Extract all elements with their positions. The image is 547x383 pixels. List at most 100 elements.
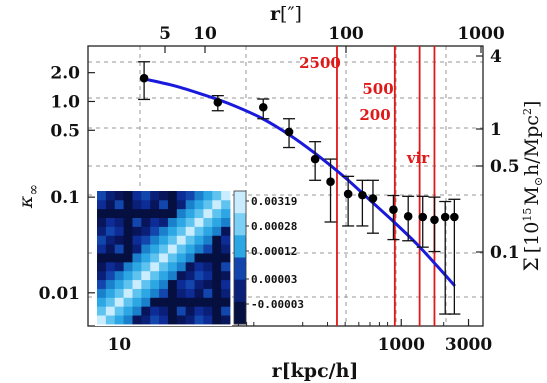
top-tick-label: 5 xyxy=(159,24,171,44)
heatmap-cell xyxy=(97,199,107,210)
heatmap-cell xyxy=(221,235,231,245)
heatmap-cell xyxy=(194,191,204,201)
heatmap-cell xyxy=(123,288,133,298)
heatmap-cell xyxy=(203,288,213,298)
heatmap-cell xyxy=(212,306,222,316)
heatmap-cell xyxy=(159,217,169,227)
heatmap-cell xyxy=(176,217,187,227)
heatmap-cell xyxy=(141,253,151,263)
heatmap-cell xyxy=(123,235,133,245)
heatmap-cell xyxy=(221,191,231,201)
heatmap-cell xyxy=(176,288,187,298)
heatmap-cell xyxy=(159,191,169,201)
heatmap-cell xyxy=(176,261,187,272)
heatmap-cell xyxy=(150,297,160,307)
heatmap-cell xyxy=(114,288,124,298)
heatmap-cell xyxy=(150,226,160,236)
data-point xyxy=(343,189,353,199)
colorbar-segment xyxy=(234,301,246,325)
heatmap-cell xyxy=(105,244,116,254)
heatmap-cell xyxy=(221,208,231,218)
heatmap-cell xyxy=(221,226,231,236)
heatmap-cell xyxy=(212,297,222,307)
heatmap-cell xyxy=(97,217,107,227)
heatmap-cell xyxy=(203,279,213,289)
heatmap-cell xyxy=(105,279,116,289)
heatmap-cell xyxy=(97,315,107,325)
heatmap-cell xyxy=(97,226,107,236)
heatmap-cell xyxy=(97,191,107,201)
heatmap-cell xyxy=(221,288,231,298)
heatmap-cell xyxy=(194,297,204,307)
colorbar-segment xyxy=(234,191,246,214)
heatmap-cell xyxy=(159,279,169,289)
heatmap-cell xyxy=(150,244,160,254)
heatmap-cell xyxy=(176,199,187,210)
heatmap-cell xyxy=(212,199,222,210)
heatmap-cell xyxy=(185,191,195,201)
heatmap-cell xyxy=(141,199,151,210)
colorbar-segment xyxy=(234,257,246,281)
top-tick-label: 10 xyxy=(193,24,217,44)
heatmap-cell xyxy=(185,226,195,236)
heatmap-cell xyxy=(141,315,151,325)
virial-radius-lines: 2500 500 200 vir xyxy=(299,46,436,326)
heatmap-cell xyxy=(176,235,187,245)
heatmap-cell xyxy=(105,315,116,325)
heatmap-cell xyxy=(141,306,151,316)
colorbar-label: 0.00319 xyxy=(251,195,297,208)
heatmap-cell xyxy=(167,297,178,307)
y-tick-label: 0.1 xyxy=(50,188,80,208)
heatmap-cell xyxy=(194,253,204,263)
heatmap-cell xyxy=(123,270,133,281)
heatmap-cell xyxy=(221,217,231,227)
heatmap-cell xyxy=(212,226,222,236)
model-curve-line xyxy=(143,77,456,287)
heatmap-cell xyxy=(114,279,124,289)
heatmap-cell xyxy=(176,191,187,201)
heatmap-cell xyxy=(132,235,142,245)
heatmap-cell xyxy=(114,208,124,218)
heatmap-cell xyxy=(176,208,187,218)
heatmap-cell xyxy=(167,208,178,218)
heatmap-cell xyxy=(150,199,160,210)
model-curve xyxy=(143,77,456,287)
data-point xyxy=(450,212,459,222)
right-tick-label: 0.5 xyxy=(490,157,520,177)
data-point xyxy=(258,102,268,112)
heatmap-cell xyxy=(123,244,133,254)
heatmap-cell xyxy=(141,226,151,236)
heatmap-cell xyxy=(176,315,187,325)
y-axis-label: κ∞ xyxy=(15,184,42,209)
heatmap-cell xyxy=(194,306,204,316)
heatmap-cell xyxy=(185,199,195,210)
heatmap-cell xyxy=(123,226,133,236)
heatmap-cell xyxy=(159,244,169,254)
heatmap-cell xyxy=(159,253,169,263)
heatmap-cell xyxy=(105,217,116,227)
heatmap-cell xyxy=(114,217,124,227)
heatmap-cell xyxy=(105,253,116,263)
heatmap-cell xyxy=(97,306,107,316)
data-point xyxy=(139,73,149,83)
heatmap-cell xyxy=(221,261,231,272)
plot-frame xyxy=(87,45,484,327)
heatmap-cell xyxy=(176,297,187,307)
heatmap-cell xyxy=(185,235,195,245)
heatmap-cell xyxy=(105,297,116,307)
heatmap-cell xyxy=(132,226,142,236)
colorbar-segment xyxy=(234,235,246,258)
heatmap-cell xyxy=(150,306,160,316)
y-tick-label: 0.5 xyxy=(50,121,80,141)
heatmap-cell xyxy=(159,235,169,245)
heatmap-cell xyxy=(105,261,116,272)
heatmap-cell xyxy=(159,226,169,236)
heatmap-cell xyxy=(123,297,133,307)
heatmap-cell xyxy=(212,191,222,201)
heatmap-cell xyxy=(150,235,160,245)
heatmap-cell xyxy=(185,315,195,325)
heatmap-cell xyxy=(167,244,178,254)
heatmap-cell xyxy=(167,235,178,245)
data-point xyxy=(403,212,413,221)
heatmap-cell xyxy=(150,217,160,227)
